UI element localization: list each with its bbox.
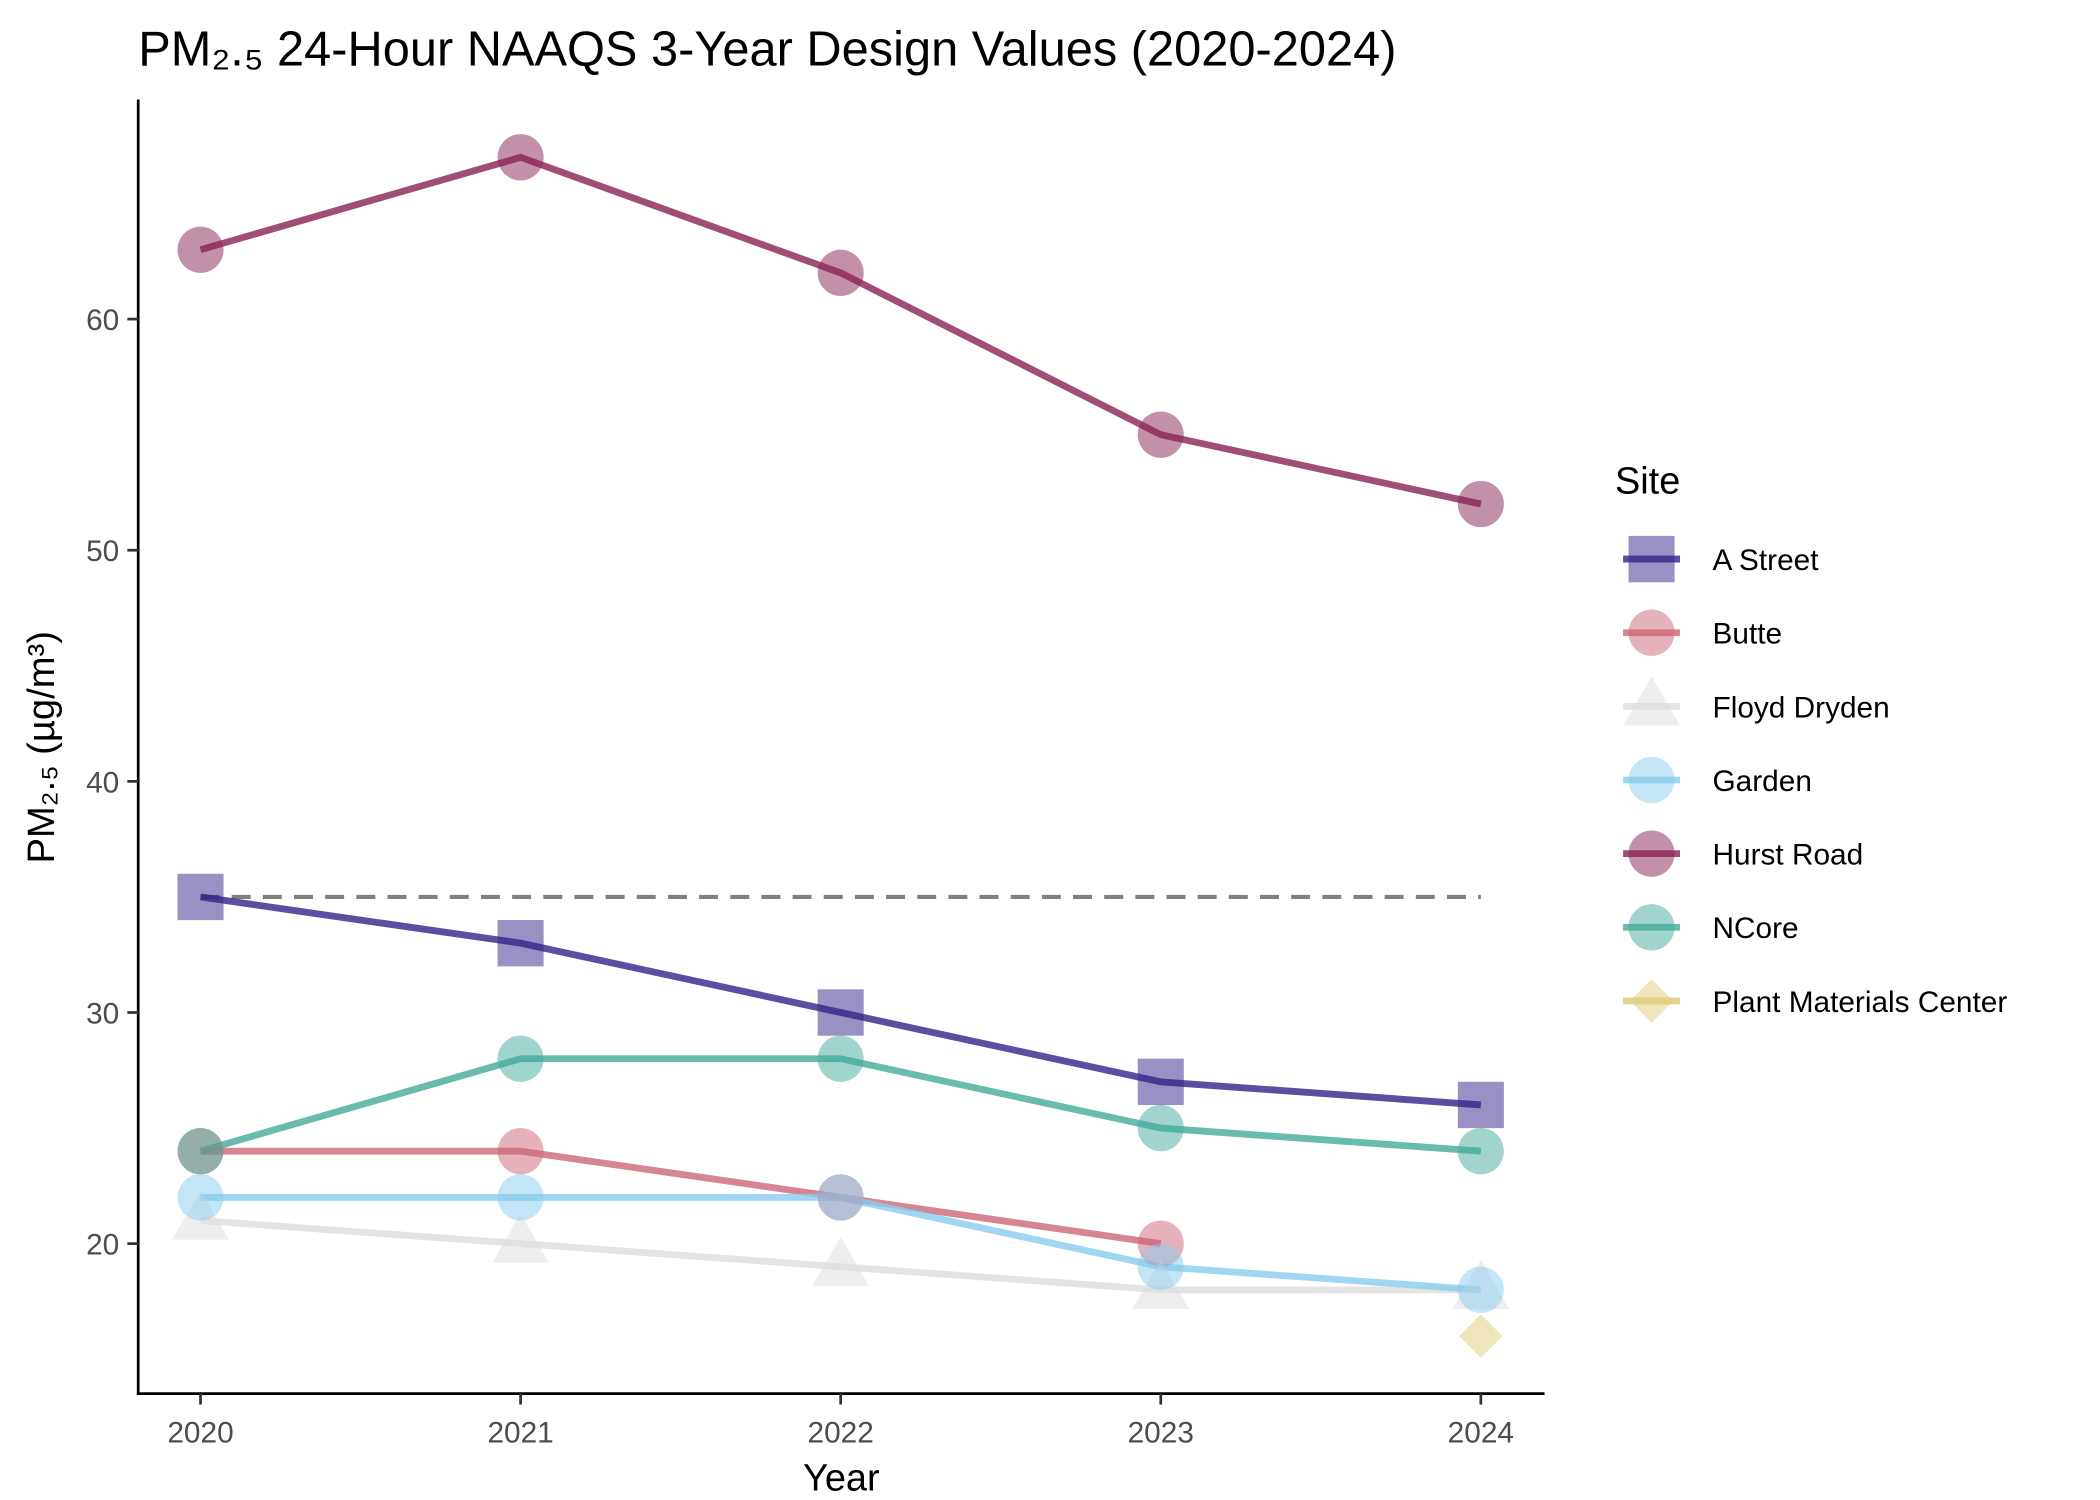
data-point-a-street: [1137, 1058, 1184, 1106]
data-point-ncore: [1457, 1128, 1504, 1175]
legend-key-ncore: [1628, 904, 1675, 951]
data-point-hurst-road: [497, 134, 544, 181]
legend-label: Plant Materials Center: [1713, 986, 2008, 1019]
y-tick-label: 30: [86, 997, 119, 1030]
data-point-ncore: [817, 1035, 864, 1082]
data-point-hurst-road: [1457, 480, 1504, 528]
data-point-hurst-road: [817, 249, 864, 297]
legend-title: Site: [1615, 461, 1680, 503]
legend-key-garden: [1628, 756, 1675, 804]
legend-label: Floyd Dryden: [1713, 691, 1890, 724]
data-point-garden: [177, 1174, 224, 1221]
y-tick-label: 40: [86, 766, 119, 799]
x-tick-label: 2020: [167, 1417, 233, 1450]
data-point-a-street: [177, 873, 224, 921]
legend-key-a-street: [1628, 535, 1675, 583]
legend-key-plant-materials-center: [1629, 979, 1674, 1023]
x-axis-label: Year: [803, 1457, 880, 1499]
data-point-floyd-dryden: [492, 1213, 550, 1263]
y-ticks: 20 30 40 50 60: [86, 304, 139, 1262]
data-point-butte: [497, 1128, 544, 1175]
data-point-garden: [1457, 1266, 1504, 1314]
data-point-garden: [1137, 1243, 1184, 1290]
y-tick-label: 50: [86, 535, 119, 568]
data-point-a-street: [1457, 1081, 1504, 1129]
data-point-a-street: [497, 919, 544, 967]
x-tick-label: 2022: [808, 1417, 874, 1450]
legend-label: Hurst Road: [1713, 838, 1864, 871]
series-line-hurst-road: [199, 153, 1482, 508]
data-point-a-street: [817, 989, 864, 1036]
data-point-ncore: [1137, 1104, 1184, 1152]
data-point-floyd-dryden: [812, 1236, 870, 1286]
x-ticks: 2020 2021 2022 2023 2024: [167, 1393, 1514, 1450]
chart-title: PM₂.₅ 24-Hour NAAQS 3-Year Design Values…: [138, 22, 1396, 76]
data-point-garden: [497, 1174, 544, 1221]
y-tick-label: 60: [86, 304, 119, 337]
legend: Site A Street Butte Floyd Dryden Garden Hurs…: [1615, 461, 2007, 1023]
data-point-hurst-road: [1137, 411, 1184, 458]
x-tick-label: 2023: [1128, 1417, 1194, 1450]
legend-label: A Street: [1713, 544, 1820, 577]
y-axis-label: PM₂.₅ (µg/m³): [21, 631, 63, 863]
y-tick-label: 20: [86, 1228, 119, 1261]
legend-label: Butte: [1713, 618, 1783, 651]
legend-label: Garden: [1713, 765, 1812, 798]
data-point-plant-materials-center: [1459, 1314, 1503, 1358]
legend-key-hurst-road: [1628, 830, 1675, 877]
x-tick-label: 2021: [487, 1417, 553, 1450]
data-point-ncore: [177, 1128, 224, 1175]
legend-key-floyd-dryden: [1623, 676, 1680, 726]
data-point-garden: [817, 1174, 864, 1221]
plot-area: [172, 134, 1510, 1358]
data-point-hurst-road: [177, 226, 224, 273]
series-line-butte: [200, 1147, 1162, 1248]
x-tick-label: 2024: [1448, 1417, 1514, 1450]
legend-key-butte: [1628, 609, 1675, 656]
data-point-ncore: [497, 1035, 544, 1082]
legend-label: NCore: [1713, 912, 1799, 945]
